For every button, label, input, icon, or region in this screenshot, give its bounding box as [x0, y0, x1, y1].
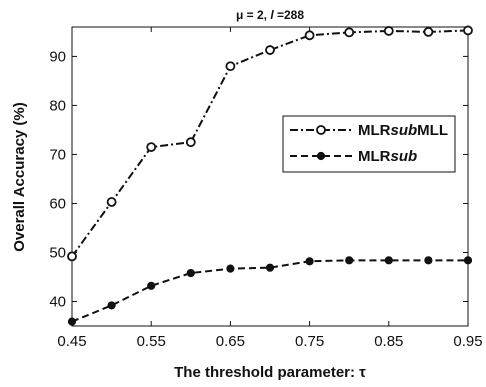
series-0-point	[423, 27, 434, 37]
series-0-point	[265, 45, 275, 55]
series-1-point	[463, 256, 473, 265]
series-1-point	[424, 256, 433, 265]
series-1-point	[265, 263, 275, 272]
series-0-point	[344, 27, 355, 38]
y-axis: 40 50 60 70 80 90	[49, 48, 468, 310]
series-1-point	[186, 268, 195, 278]
legend-marker-mlrsubmll	[316, 125, 326, 135]
series-0-point	[67, 251, 77, 262]
y-tick-label: 70	[49, 146, 66, 163]
series-1-point	[345, 256, 354, 265]
series-0-point	[383, 26, 394, 36]
legend-marker-mlrsub	[316, 151, 326, 161]
x-tick-label: 0.65	[216, 333, 245, 350]
x-tick-label: 0.45	[57, 333, 86, 350]
series-1-point	[384, 256, 393, 265]
x-tick-label: 0.75	[295, 333, 324, 350]
series-0-point	[225, 61, 236, 72]
series-1-point	[147, 281, 156, 290]
series-line-0	[71, 29, 469, 257]
y-tick-label: 80	[49, 97, 66, 114]
series-1-point	[226, 264, 235, 273]
series-0-point	[146, 142, 157, 152]
series-0-point	[463, 25, 473, 36]
plot-area	[71, 26, 469, 327]
series-layer	[67, 25, 473, 326]
series-0-point	[185, 137, 196, 148]
y-tick-label: 40	[49, 293, 66, 310]
x-tick-label: 0.85	[374, 333, 403, 350]
series-0-point	[304, 30, 315, 41]
legend: MLRsubMLL MLRsub	[282, 115, 456, 173]
legend-box	[282, 115, 456, 173]
series-line-1	[71, 259, 468, 323]
y-axis-label: Overall Accuracy (%)	[11, 102, 28, 252]
series-1-point	[107, 301, 116, 310]
series-0-point	[106, 197, 117, 207]
y-tick-label: 50	[49, 244, 66, 261]
y-tick-label: 90	[49, 48, 66, 65]
series-1-point	[67, 317, 77, 326]
x-tick-label: 0.95	[453, 333, 482, 350]
x-axis: 0.45 0.55 0.65 0.75 0.85 0.95	[57, 27, 483, 350]
y-tick-label: 60	[49, 195, 66, 212]
chart-title: μ = 2, l =288	[236, 8, 304, 22]
legend-label-mlrsubmll: MLRsubMLL	[358, 122, 448, 139]
series-1-point	[305, 257, 314, 266]
x-axis-label: The threshold parameter: τ	[174, 364, 366, 381]
legend-label-mlrsub: MLRsub	[358, 148, 417, 165]
x-tick-label: 0.55	[137, 333, 166, 350]
